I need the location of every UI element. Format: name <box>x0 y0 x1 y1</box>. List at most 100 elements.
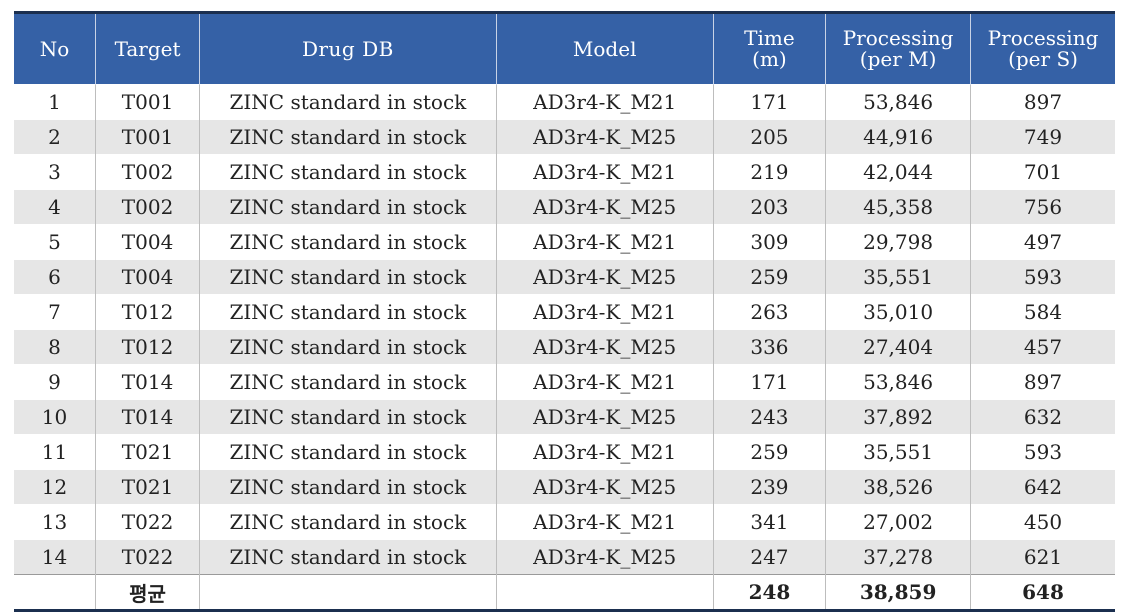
cell-time: 243 <box>712 399 826 435</box>
header-row: No Target Drug DB Model Time (m) Process… <box>14 12 1115 85</box>
average-model-cell <box>495 574 714 611</box>
cell-target: T022 <box>94 539 200 575</box>
header-per-s-line1: Processing <box>987 26 1099 50</box>
cell-per-m: 29,798 <box>825 224 971 260</box>
average-row: 평균 248 38,859 648 <box>14 574 1115 611</box>
cell-target: T002 <box>94 154 200 190</box>
cell-per-m: 27,002 <box>825 504 971 540</box>
cell-drug-db: ZINC standard in stock <box>199 364 497 400</box>
cell-time: 341 <box>712 504 826 540</box>
cell-time: 309 <box>712 224 826 260</box>
header-target: Target <box>94 12 200 85</box>
cell-no: 11 <box>14 434 96 470</box>
header-time: Time (m) <box>712 12 826 85</box>
cell-time: 171 <box>712 84 826 120</box>
cell-model: AD3r4-K_M21 <box>495 84 714 120</box>
cell-model: AD3r4-K_M25 <box>495 469 714 505</box>
cell-drug-db: ZINC standard in stock <box>199 224 497 260</box>
header-drug-db: Drug DB <box>199 12 497 85</box>
processing-results-table: No Target Drug DB Model Time (m) Process… <box>14 11 1115 612</box>
cell-target: T021 <box>94 434 200 470</box>
cell-target: T001 <box>94 84 200 120</box>
average-per-s: 648 <box>970 574 1115 611</box>
cell-per-m: 53,846 <box>825 364 971 400</box>
cell-drug-db: ZINC standard in stock <box>199 189 497 225</box>
table-row: 10 T014 ZINC standard in stock AD3r4-K_M25 2… <box>14 399 1115 435</box>
cell-no: 5 <box>14 224 96 260</box>
cell-per-m: 35,010 <box>825 294 971 330</box>
cell-model: AD3r4-K_M25 <box>495 259 714 295</box>
cell-target: T002 <box>94 189 200 225</box>
cell-time: 219 <box>712 154 826 190</box>
cell-model: AD3r4-K_M25 <box>495 119 714 155</box>
cell-no: 4 <box>14 189 96 225</box>
cell-target: T004 <box>94 259 200 295</box>
cell-model: AD3r4-K_M21 <box>495 294 714 330</box>
table-row: 6 T004 ZINC standard in stock AD3r4-K_M25 25… <box>14 259 1115 295</box>
cell-time: 171 <box>712 364 826 400</box>
cell-target: T012 <box>94 294 200 330</box>
cell-per-s: 621 <box>970 539 1115 575</box>
cell-no: 9 <box>14 364 96 400</box>
cell-per-m: 42,044 <box>825 154 971 190</box>
cell-no: 10 <box>14 399 96 435</box>
cell-per-s: 450 <box>970 504 1115 540</box>
cell-drug-db: ZINC standard in stock <box>199 84 497 120</box>
cell-target: T021 <box>94 469 200 505</box>
cell-per-s: 897 <box>970 364 1115 400</box>
cell-drug-db: ZINC standard in stock <box>199 259 497 295</box>
average-time: 248 <box>712 574 826 611</box>
cell-per-s: 701 <box>970 154 1115 190</box>
cell-per-m: 35,551 <box>825 434 971 470</box>
cell-per-m: 53,846 <box>825 84 971 120</box>
table-row: 3 T002 ZINC standard in stock AD3r4-K_M21 21… <box>14 154 1115 190</box>
cell-time: 263 <box>712 294 826 330</box>
table-row: 13 T022 ZINC standard in stock AD3r4-K_M21 3… <box>14 504 1115 540</box>
header-per-m-line1: Processing <box>842 26 954 50</box>
header-time-line1: Time <box>744 26 795 50</box>
cell-per-m: 35,551 <box>825 259 971 295</box>
cell-drug-db: ZINC standard in stock <box>199 154 497 190</box>
cell-target: T022 <box>94 504 200 540</box>
cell-per-m: 27,404 <box>825 329 971 365</box>
table-row: 2 T001 ZINC standard in stock AD3r4-K_M25 20… <box>14 119 1115 155</box>
header-model: Model <box>495 12 714 85</box>
cell-drug-db: ZINC standard in stock <box>199 294 497 330</box>
cell-time: 259 <box>712 434 826 470</box>
table-row: 11 T021 ZINC standard in stock AD3r4-K_M21 2… <box>14 434 1115 470</box>
cell-model: AD3r4-K_M25 <box>495 539 714 575</box>
cell-model: AD3r4-K_M21 <box>495 154 714 190</box>
header-processing-per-m: Processing (per M) <box>825 12 971 85</box>
average-no-cell <box>14 574 96 611</box>
cell-no: 3 <box>14 154 96 190</box>
header-time-line2: (m) <box>752 47 787 71</box>
cell-time: 205 <box>712 119 826 155</box>
table-row: 7 T012 ZINC standard in stock AD3r4-K_M21 26… <box>14 294 1115 330</box>
table-row: 1 T001 ZINC standard in stock AD3r4-K_M21 17… <box>14 84 1115 120</box>
header-no: No <box>14 12 96 85</box>
cell-per-s: 897 <box>970 84 1115 120</box>
table-header: No Target Drug DB Model Time (m) Process… <box>14 12 1115 85</box>
cell-per-m: 38,526 <box>825 469 971 505</box>
cell-model: AD3r4-K_M21 <box>495 224 714 260</box>
cell-drug-db: ZINC standard in stock <box>199 399 497 435</box>
cell-drug-db: ZINC standard in stock <box>199 329 497 365</box>
cell-per-s: 457 <box>970 329 1115 365</box>
cell-no: 12 <box>14 469 96 505</box>
cell-per-s: 593 <box>970 434 1115 470</box>
cell-model: AD3r4-K_M25 <box>495 329 714 365</box>
average-per-m: 38,859 <box>825 574 971 611</box>
cell-model: AD3r4-K_M21 <box>495 504 714 540</box>
cell-model: AD3r4-K_M21 <box>495 434 714 470</box>
cell-drug-db: ZINC standard in stock <box>199 504 497 540</box>
cell-model: AD3r4-K_M25 <box>495 399 714 435</box>
cell-no: 6 <box>14 259 96 295</box>
cell-per-s: 593 <box>970 259 1115 295</box>
cell-target: T014 <box>94 399 200 435</box>
cell-time: 247 <box>712 539 826 575</box>
cell-no: 14 <box>14 539 96 575</box>
cell-no: 8 <box>14 329 96 365</box>
cell-per-s: 749 <box>970 119 1115 155</box>
table-row: 5 T004 ZINC standard in stock AD3r4-K_M21 30… <box>14 224 1115 260</box>
cell-drug-db: ZINC standard in stock <box>199 539 497 575</box>
